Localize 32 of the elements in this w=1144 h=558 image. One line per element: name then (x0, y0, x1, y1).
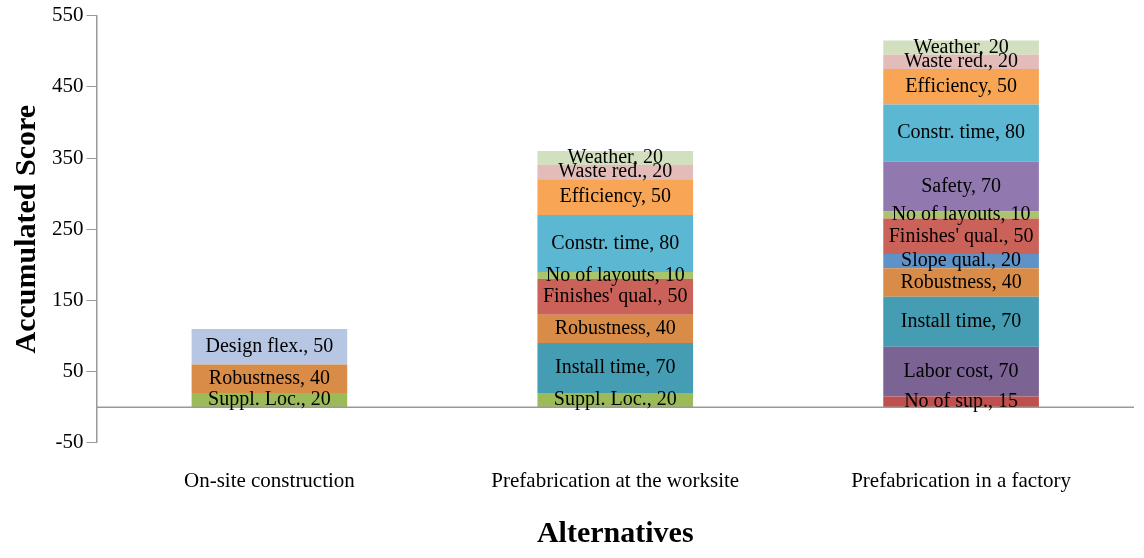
bar (883, 104, 1039, 162)
data-label: Efficiency, 50 (559, 184, 672, 208)
y-axis-title: Accumulated Score (7, 104, 41, 354)
y-tick-label: 250 (52, 215, 84, 240)
data-label: No of layouts, 10 (545, 262, 685, 286)
bar (537, 343, 694, 393)
y-tick-label: 450 (52, 73, 84, 98)
data-label: Install time, 70 (900, 309, 1022, 332)
y-tick-label: 350 (52, 144, 84, 169)
data-label: Labor cost, 70 (903, 358, 1019, 381)
x-tick-label: Prefabrication at the worksite (491, 467, 740, 492)
data-label: Efficiency, 50 (905, 74, 1017, 98)
data-label: Robustness, 40 (554, 316, 676, 339)
y-tick-label: 50 (62, 358, 84, 383)
data-label: Design flex., 50 (205, 333, 334, 357)
y-tick-label: -50 (55, 429, 84, 454)
x-tick-label: Prefabrication in a factory (851, 467, 1072, 492)
data-label: Suppl. Loc., 20 (553, 387, 677, 411)
data-label: No of layouts, 10 (891, 202, 1031, 226)
data-label: Constr. time, 80 (551, 230, 680, 253)
data-label: Robustness, 40 (208, 365, 330, 388)
data-label: Constr. time, 80 (897, 120, 1025, 143)
data-label: Slope qual., 20 (901, 248, 1022, 272)
data-label: Safety, 70 (921, 173, 1001, 197)
y-tick-label: 550 (52, 2, 84, 27)
bar (883, 296, 1039, 347)
data-label: No of sup., 15 (904, 389, 1019, 413)
x-tick-label: On-site construction (183, 467, 356, 492)
data-label: Install time, 70 (554, 355, 676, 378)
data-label: Suppl. Loc., 20 (208, 387, 331, 411)
x-axis-title: Alternatives (536, 514, 694, 548)
y-tick-label: 150 (52, 286, 84, 311)
